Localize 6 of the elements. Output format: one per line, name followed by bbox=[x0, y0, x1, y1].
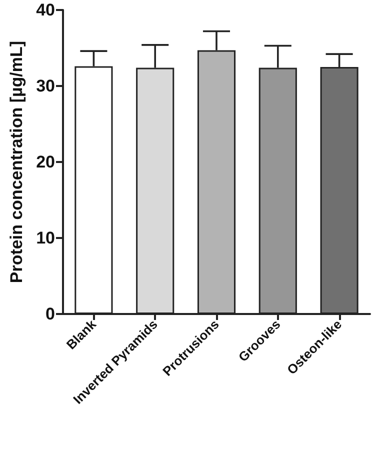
y-tick-label: 30 bbox=[36, 76, 55, 96]
y-tick-label: 0 bbox=[46, 304, 55, 324]
y-tick-label: 20 bbox=[36, 152, 55, 172]
y-tick-label: 40 bbox=[36, 0, 55, 20]
y-axis-title: Protein concentration [µg/mL] bbox=[7, 40, 26, 284]
y-tick-label: 10 bbox=[36, 228, 55, 248]
